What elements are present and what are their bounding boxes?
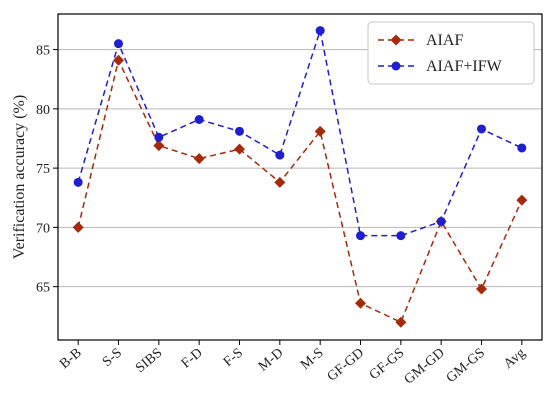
data-point xyxy=(72,221,84,233)
x-tick-label: M-S xyxy=(298,346,327,374)
data-point xyxy=(194,115,204,125)
data-point xyxy=(275,150,285,160)
data-point xyxy=(477,124,486,134)
legend-entry: AIAF xyxy=(378,32,463,49)
legend-label: AIAF xyxy=(426,32,463,49)
x-tick-label: GM-GD xyxy=(402,346,448,388)
x-tick-label: Avg xyxy=(501,346,528,372)
data-point xyxy=(396,231,406,241)
legend-entry: AIAF+IFW xyxy=(378,58,503,75)
data-point xyxy=(114,39,123,49)
data-point xyxy=(154,132,164,142)
data-point xyxy=(517,143,527,153)
x-tick-label: GF-GS xyxy=(367,346,408,384)
data-point xyxy=(436,216,446,226)
data-point xyxy=(516,194,528,206)
legend-marker xyxy=(390,34,402,46)
data-point xyxy=(235,126,244,136)
series-1 xyxy=(73,26,527,241)
x-tick-label: GM-GS xyxy=(444,346,488,386)
data-point xyxy=(314,125,326,137)
data-point xyxy=(193,153,205,165)
x-tick-label: SIBS xyxy=(133,346,165,377)
data-point xyxy=(356,231,365,241)
data-point xyxy=(476,283,487,295)
y-tick-label: 75 xyxy=(36,162,50,177)
data-point xyxy=(73,177,83,187)
x-axis-ticks: B-B S-S SIBS F-D F-S M-D M-SGF-GD GF-GSGM-GDGM-… xyxy=(57,340,528,388)
series-line xyxy=(77,57,523,324)
y-tick-label: 80 xyxy=(36,103,50,118)
x-tick-label: B-B xyxy=(57,346,85,372)
x-tick-label: GF-GD xyxy=(325,346,367,385)
data-point xyxy=(395,316,407,328)
legend-label: AIAF+IFW xyxy=(426,58,503,75)
data-point xyxy=(355,297,366,309)
series-layer xyxy=(72,26,528,328)
x-tick-label: S-S xyxy=(100,346,125,370)
legend-marker xyxy=(391,61,401,71)
legend: AIAF AIAF+IFW xyxy=(367,21,535,85)
data-point xyxy=(153,140,165,152)
x-tick-label: F-S xyxy=(221,346,246,370)
data-point xyxy=(274,176,286,188)
data-point xyxy=(315,26,325,36)
x-tick-label: M-D xyxy=(256,346,287,375)
data-point xyxy=(234,143,245,155)
y-axis-ticks: 65 70 75 80 85 xyxy=(36,44,58,296)
y-tick-label: 65 xyxy=(36,281,50,296)
gridlines xyxy=(58,49,542,288)
x-tick-label: F-D xyxy=(179,346,206,372)
data-point xyxy=(113,54,124,66)
plot-frame xyxy=(57,13,543,341)
series-line xyxy=(77,27,523,237)
y-axis-label: Verification accuracy (%) xyxy=(11,95,28,259)
y-tick-label: 70 xyxy=(36,221,50,236)
legend-box xyxy=(367,21,535,85)
y-tick-label: 85 xyxy=(36,44,50,59)
series-0 xyxy=(72,54,528,328)
